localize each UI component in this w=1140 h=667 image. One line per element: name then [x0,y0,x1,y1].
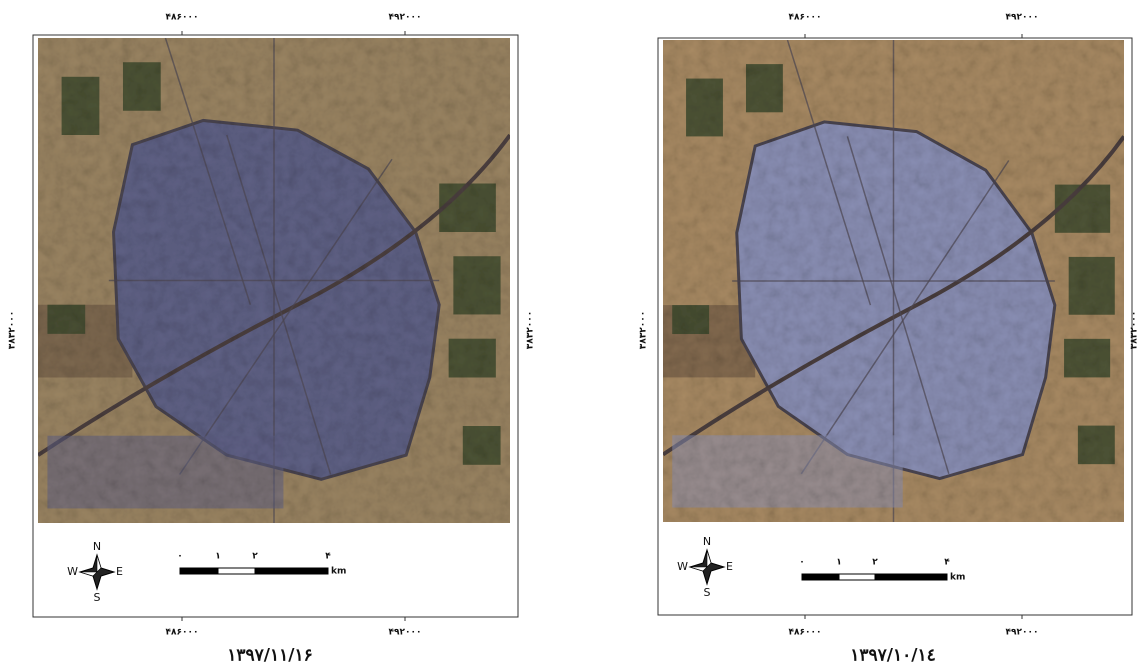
compass-w: W [677,560,688,573]
south-suburb [47,435,284,509]
scale-label: ۴ [325,552,331,562]
compass-e: E [116,565,123,578]
bottom-tick-label: ۴۸۶۰۰۰ [166,628,199,638]
scale-label: ۴ [944,558,950,568]
scale-label: ۱ [836,558,842,568]
vegetation [61,76,100,135]
right-tick-label: ۳۸۳۲۰۰۰ [526,311,536,349]
vegetation [672,305,710,335]
caption: ۱۳۹۷/۱۰/۱٤ [850,646,935,666]
left-tick-label: ۳۸۳۲۰۰۰ [639,311,649,349]
vegetation [686,78,723,137]
top-tick-label: ۴۹۲۰۰۰ [389,13,422,23]
scale-segment [254,567,329,575]
scale-label: ۰ [177,552,183,562]
scale-segment [874,573,948,581]
top-tick-label: ۴۸۶۰۰۰ [166,13,199,23]
vegetation [1064,338,1111,378]
road [846,136,950,475]
vegetation [1077,425,1115,465]
map-panel: ۴۸۶۰۰۰ ۴۸۶۰۰۰ ۴۹۲۰۰۰ ۴۹۲۰۰۰ ۳۸۳۲۰۰۰ ۳۸۳۲۰۰۰ ۰ ۱… [8,13,536,666]
scale-segment [801,573,840,581]
river [661,135,1126,457]
compass-highlight [689,549,712,572]
right-tick-label: ۳۸۳۲۰۰۰ [1130,311,1140,349]
road [164,37,252,305]
road [178,158,393,475]
compass-n: N [703,535,711,548]
satellite-image [36,37,512,523]
caption: ۱۳۹۷/۱۱/۱۶ [227,646,312,666]
vegetation [1054,184,1111,233]
left-tick-label: ۳۸۳۲۰۰۰ [8,311,18,349]
road [226,134,332,475]
vegetation [47,304,86,334]
satellite-image [661,39,1126,522]
scale-label: ۲ [872,558,878,568]
south-suburb [672,435,903,508]
vegetation [453,256,501,315]
compass-s: S [94,591,101,604]
top-tick-label: ۴۹۲۰۰۰ [1006,13,1039,23]
vegetation [439,183,496,232]
scale-segment [838,573,876,581]
scale-segment [179,567,219,575]
scale-unit: km [950,573,965,583]
map-panel: ۴۸۶۰۰۰ ۴۸۶۰۰۰ ۴۹۲۰۰۰ ۴۹۲۰۰۰ ۳۸۳۲۰۰۰ ۳۸۳۲۰۰۰ ۰ ۱… [639,13,1140,666]
scale-segment [217,567,256,575]
compass-n: N [93,540,101,553]
vegetation [745,64,783,113]
vegetation [122,62,161,111]
vegetation [448,338,496,378]
compass-e: E [726,560,733,573]
scale-label: ۲ [252,552,258,562]
scale-label: ۱ [215,552,221,562]
river [36,133,512,457]
scale-label: ۰ [799,558,805,568]
bottom-tick-label: ۴۹۲۰۰۰ [1006,628,1039,638]
vegetation [462,426,501,465]
compass-w: W [67,565,78,578]
bottom-tick-label: ۴۹۲۰۰۰ [389,628,422,638]
bottom-tick-label: ۴۸۶۰۰۰ [789,628,822,638]
road [786,39,872,306]
scale-unit: km [331,567,346,577]
top-tick-label: ۴۸۶۰۰۰ [789,13,822,23]
compass-s: S [704,586,711,599]
road [800,160,1010,475]
compass-highlight [79,554,102,577]
vegetation [1068,256,1115,315]
